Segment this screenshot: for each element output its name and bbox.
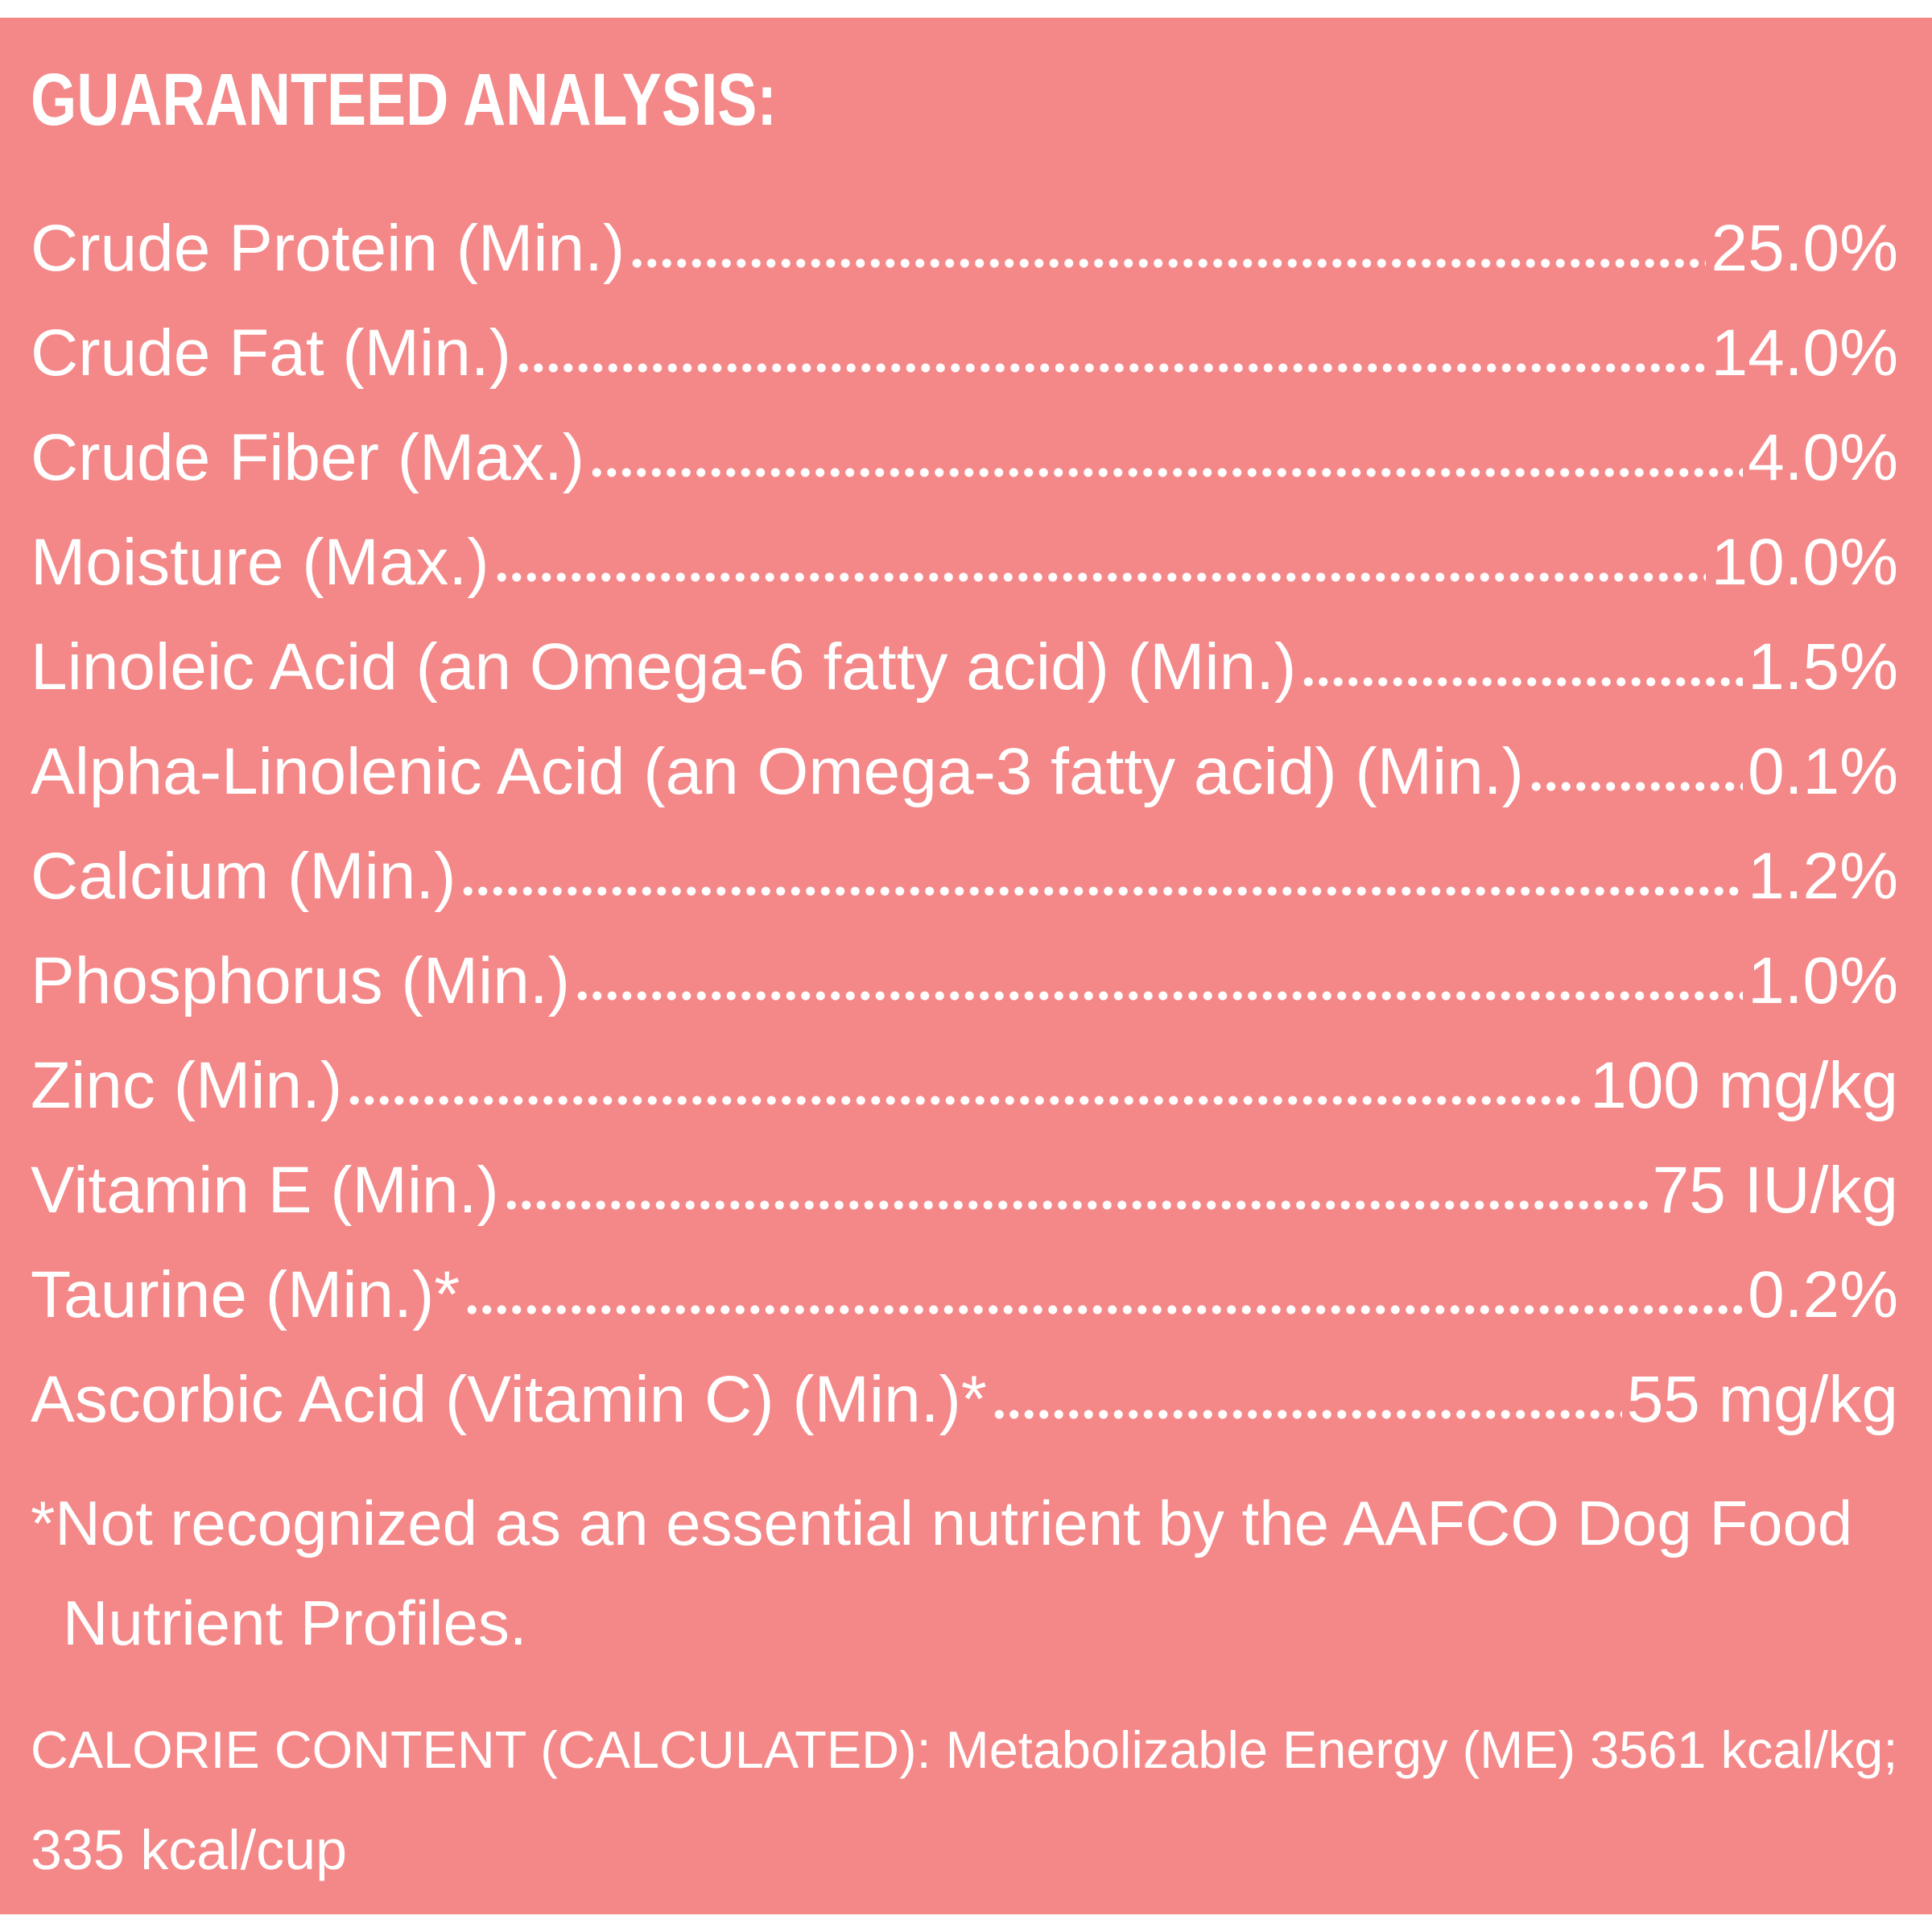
nutrient-value: 1.2% <box>1748 840 1898 913</box>
analysis-title: GUARANTEED ANALYSIS: <box>31 59 777 141</box>
aafco-footnote: *Not recognized as an essential nutrient… <box>31 1473 1882 1673</box>
dot-leader <box>460 886 1744 897</box>
dot-leader <box>347 1095 1586 1106</box>
nutrient-label: Ascorbic Acid (Vitamin C) (Min.)* <box>31 1363 987 1436</box>
nutrient-label: Linoleic Acid (an Omega-6 fatty acid) (M… <box>31 630 1297 704</box>
nutrient-value: 10.0% <box>1711 526 1898 599</box>
nutrient-list: Crude Protein (Min.) 25.0% Crude Fat (Mi… <box>31 177 1898 1433</box>
footnote-line: *Not recognized as an essential nutrient… <box>31 1488 1853 1558</box>
dot-leader <box>574 990 1744 1001</box>
nutrient-row-zinc: Zinc (Min.) 100 mg/kg <box>31 1014 1898 1119</box>
nutrient-label: Vitamin E (Min.) <box>31 1154 499 1227</box>
calorie-line: CALORIE CONTENT (CALCULATED): Metaboliza… <box>31 1720 1898 1779</box>
guaranteed-analysis-panel: GUARANTEED ANALYSIS: Crude Protein (Min.… <box>0 18 1932 1914</box>
nutrient-value: 0.1% <box>1748 735 1898 808</box>
nutrient-row-crude-protein: Crude Protein (Min.) 25.0% <box>31 177 1898 282</box>
nutrient-row-linoleic-acid: Linoleic Acid (an Omega-6 fatty acid) (M… <box>31 596 1898 700</box>
nutrient-label: Zinc (Min.) <box>31 1049 343 1122</box>
nutrient-row-moisture: Moisture (Max.) 10.0% <box>31 491 1898 596</box>
dot-leader <box>464 1304 1744 1315</box>
nutrient-value: 1.5% <box>1748 630 1898 704</box>
calorie-line: 335 kcal/cup <box>31 1818 348 1881</box>
footnote-line: Nutrient Profiles. <box>63 1587 527 1658</box>
dot-leader <box>503 1199 1648 1211</box>
calorie-content: CALORIE CONTENT (CALCULATED): Metaboliza… <box>31 1700 1898 1900</box>
dot-leader <box>515 362 1707 374</box>
nutrient-value: 75 IU/kg <box>1652 1154 1898 1227</box>
nutrient-row-ascorbic-acid: Ascorbic Acid (Vitamin C) (Min.)* 55 mg/… <box>31 1328 1898 1433</box>
nutrient-label: Taurine (Min.)* <box>31 1258 460 1331</box>
nutrient-row-crude-fiber: Crude Fiber (Max.) 4.0% <box>31 386 1898 491</box>
nutrient-row-calcium: Calcium (Min.) 1.2% <box>31 805 1898 910</box>
dot-leader <box>630 258 1707 269</box>
nutrient-row-crude-fat: Crude Fat (Min.) 14.0% <box>31 282 1898 386</box>
dot-leader <box>589 467 1744 478</box>
nutrient-value: 1.0% <box>1748 944 1898 1018</box>
nutrient-label: Crude Fat (Min.) <box>31 316 511 390</box>
dot-leader <box>1301 676 1744 687</box>
nutrient-value: 0.2% <box>1748 1258 1898 1331</box>
nutrient-value: 55 mg/kg <box>1626 1363 1898 1436</box>
nutrient-value: 25.0% <box>1711 212 1898 285</box>
nutrient-row-vitamin-e: Vitamin E (Min.) 75 IU/kg <box>31 1119 1898 1224</box>
nutrient-label: Calcium (Min.) <box>31 840 456 913</box>
nutrient-label: Crude Fiber (Max.) <box>31 421 585 494</box>
nutrient-value: 100 mg/kg <box>1590 1049 1898 1122</box>
nutrient-value: 4.0% <box>1748 421 1898 494</box>
nutrient-label: Alpha-Linolenic Acid (an Omega-3 fatty a… <box>31 735 1524 808</box>
nutrient-row-phosphorus: Phosphorus (Min.) 1.0% <box>31 910 1898 1014</box>
nutrient-label: Phosphorus (Min.) <box>31 944 570 1018</box>
dot-leader <box>991 1409 1622 1420</box>
dot-leader <box>1528 781 1744 792</box>
nutrient-row-alpha-linolenic-acid: Alpha-Linolenic Acid (an Omega-3 fatty a… <box>31 700 1898 805</box>
nutrient-label: Moisture (Max.) <box>31 526 489 599</box>
nutrient-row-taurine: Taurine (Min.)* 0.2% <box>31 1224 1898 1328</box>
nutrient-value: 14.0% <box>1711 316 1898 390</box>
nutrient-label: Crude Protein (Min.) <box>31 212 625 285</box>
dot-leader <box>493 572 1707 583</box>
